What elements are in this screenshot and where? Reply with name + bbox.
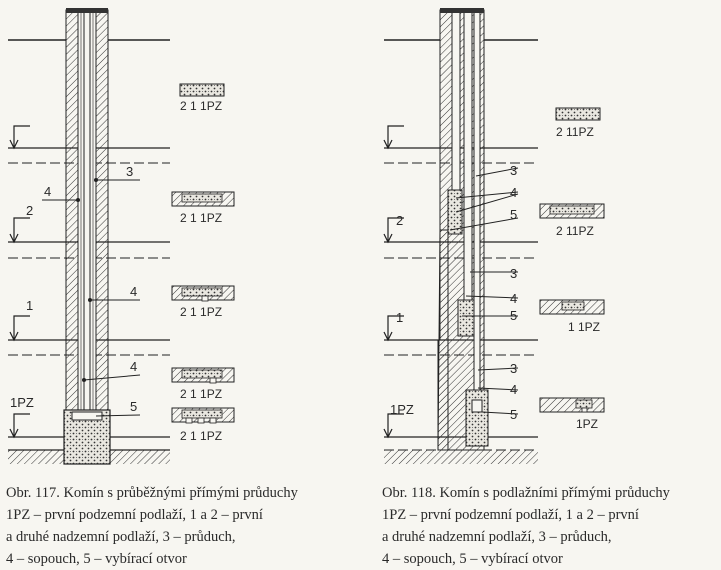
callout-4c-right: 4 (510, 382, 517, 397)
caption-line: 1PZ – první podzemní podlaží, 1 a 2 – pr… (6, 507, 263, 523)
section-right-4: 1PZ (539, 397, 605, 431)
svg-text:2 1 1PZ: 2 1 1PZ (180, 99, 222, 113)
svg-text:2 1 1PZ: 2 1 1PZ (180, 387, 222, 401)
floor-label-2: 2 (26, 203, 33, 218)
section-right-2: 2 11PZ (539, 203, 605, 238)
floor-label-1pz-right: 1PZ (390, 402, 414, 417)
floor-label-1-right: 1 (396, 310, 403, 325)
svg-text:2 1 1PZ: 2 1 1PZ (180, 305, 222, 319)
figure-118: 2 1 1PZ 3 4 5 3 4 5 3 4 5 2 11PZ 2 11PZ (383, 8, 605, 464)
callout-5a: 5 (510, 207, 517, 222)
callout-3b: 3 (510, 266, 517, 281)
caption-figure-118: Obr. 118. Komín s podlažními přímými prů… (382, 482, 670, 570)
caption-line: 4 – sopouch, 5 – vybírací otvor (382, 551, 563, 567)
callout-5b: 5 (510, 308, 517, 323)
callout-4c: 4 (130, 359, 137, 374)
callout-4a-right: 4 (510, 185, 517, 200)
svg-text:2 1 1PZ: 2 1 1PZ (180, 429, 222, 443)
section-right-3: 1 1PZ (539, 299, 605, 334)
caption-line: 4 – sopouch, 5 – vybírací otvor (6, 551, 187, 567)
floor-label-1: 1 (26, 298, 33, 313)
caption-figure-117: Obr. 117. Komín s průběžnými přímými prů… (6, 482, 298, 570)
callout-3c: 3 (510, 361, 517, 376)
caption-line: a druhé nadzemní podlaží, 3 – průduch, (382, 529, 612, 545)
caption-line: a druhé nadzemní podlaží, 3 – průduch, (6, 529, 236, 545)
floor-label-1pz: 1PZ (10, 395, 34, 410)
section-1: 2 1 1PZ (179, 83, 225, 113)
callout-5: 5 (130, 399, 137, 414)
callout-3: 3 (126, 164, 133, 179)
section-3: 2 1 1PZ (171, 285, 235, 319)
section-4: 2 1 1PZ (171, 367, 235, 401)
svg-text:2 1 1PZ: 2 1 1PZ (180, 211, 222, 225)
caption-line: Obr. 118. Komín s podlažními přímými prů… (382, 485, 670, 501)
svg-text:1 1PZ: 1 1PZ (568, 320, 600, 334)
caption-line: Obr. 117. Komín s průběžnými přímými prů… (6, 485, 298, 501)
floor-label-2-right: 2 (396, 213, 403, 228)
svg-text:1PZ: 1PZ (576, 417, 598, 431)
callout-4b-right: 4 (510, 291, 517, 306)
section-right-1: 2 11PZ (555, 107, 601, 139)
svg-text:2 11PZ: 2 11PZ (556, 125, 594, 139)
callout-4b: 4 (130, 284, 137, 299)
section-5: 2 1 1PZ (171, 407, 235, 443)
callout-4a: 4 (44, 184, 51, 199)
figure-117: 2 1 1PZ 3 4 4 4 5 2 1 1PZ 2 1 1PZ 2 1 1P… (8, 8, 235, 465)
svg-text:2 11PZ: 2 11PZ (556, 224, 594, 238)
callout-3a: 3 (510, 163, 517, 178)
section-2: 2 1 1PZ (171, 191, 235, 225)
callout-5c: 5 (510, 407, 517, 422)
caption-line: 1PZ – první podzemní podlaží, 1 a 2 – pr… (382, 507, 639, 523)
